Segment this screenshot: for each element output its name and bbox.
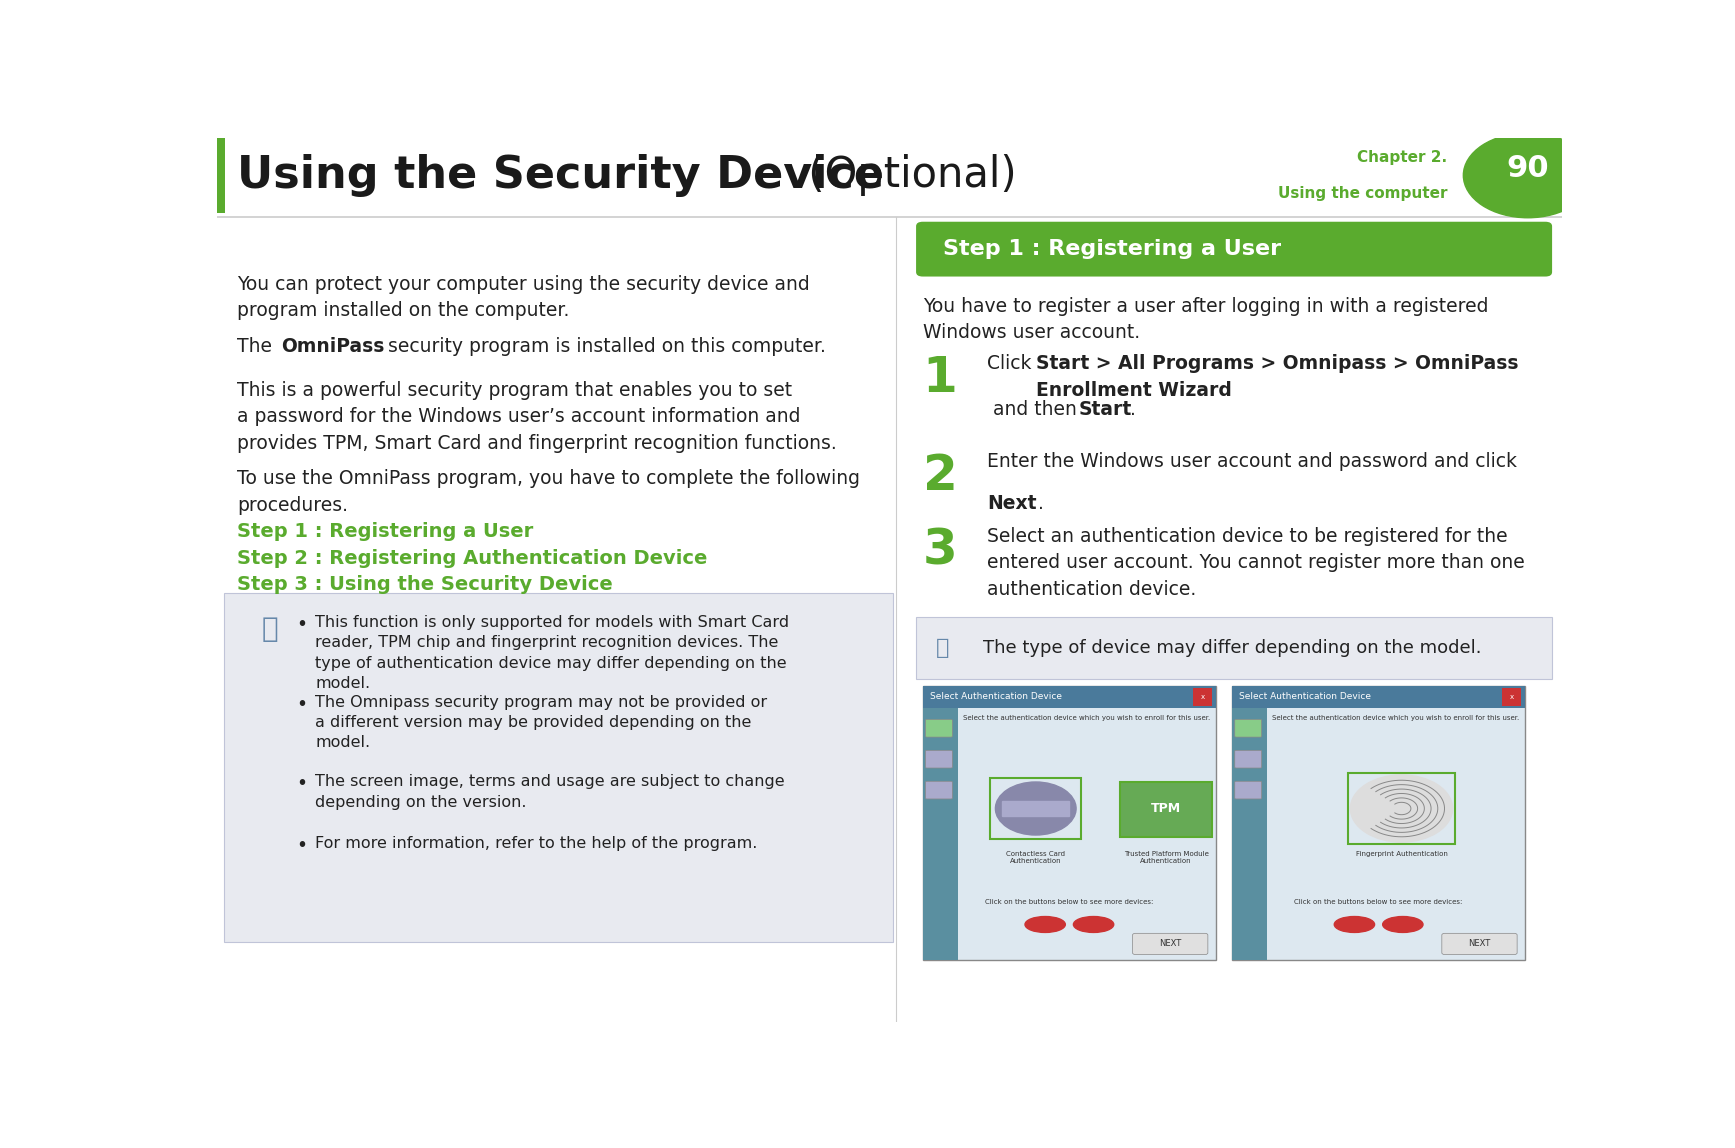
Text: You can protect your computer using the security device and
program installed on: You can protect your computer using the … xyxy=(238,274,810,320)
Text: You have to register a user after logging in with a registered
Windows user acco: You have to register a user after loggin… xyxy=(923,297,1489,342)
Text: Select Authentication Device: Select Authentication Device xyxy=(930,692,1062,701)
Bar xyxy=(1232,708,1267,960)
Text: Click on the buttons below to see more devices:: Click on the buttons below to see more d… xyxy=(985,899,1154,906)
Text: Select Authentication Device: Select Authentication Device xyxy=(1239,692,1371,701)
Text: Click on the buttons below to see more devices:: Click on the buttons below to see more d… xyxy=(1294,899,1463,906)
Text: 📝: 📝 xyxy=(937,638,949,658)
Text: The screen image, terms and usage are subject to change
depending on the version: The screen image, terms and usage are su… xyxy=(316,774,784,809)
FancyBboxPatch shape xyxy=(217,138,226,212)
Text: •: • xyxy=(297,695,307,714)
Text: For more information, refer to the help of the program.: For more information, refer to the help … xyxy=(316,836,758,851)
FancyBboxPatch shape xyxy=(1232,685,1525,960)
FancyBboxPatch shape xyxy=(916,616,1553,678)
FancyBboxPatch shape xyxy=(1442,933,1516,954)
Text: Select the authentication device which you wish to enroll for this user.: Select the authentication device which y… xyxy=(963,715,1211,721)
Text: and then: and then xyxy=(987,401,1083,419)
Text: Fingerprint Authentication: Fingerprint Authentication xyxy=(1355,851,1447,856)
Text: 2: 2 xyxy=(923,451,958,499)
FancyBboxPatch shape xyxy=(1235,782,1261,799)
Text: Step 1 : Registering a User: Step 1 : Registering a User xyxy=(238,522,533,542)
Text: 90: 90 xyxy=(1506,154,1549,183)
Text: TPM: TPM xyxy=(1150,802,1182,815)
Circle shape xyxy=(996,782,1076,835)
Text: •: • xyxy=(297,836,307,855)
Text: The Omnipass security program may not be provided or
a different version may be : The Omnipass security program may not be… xyxy=(316,695,767,751)
Text: Contactless Card
Authentication: Contactless Card Authentication xyxy=(1006,851,1065,864)
Ellipse shape xyxy=(1025,916,1065,932)
Ellipse shape xyxy=(1334,916,1374,932)
FancyBboxPatch shape xyxy=(925,751,953,768)
Bar xyxy=(923,708,958,960)
Text: •: • xyxy=(297,615,307,634)
Text: Step 1 : Registering a User: Step 1 : Registering a User xyxy=(944,239,1280,259)
Text: x: x xyxy=(1201,693,1204,700)
Text: Next: Next xyxy=(987,494,1038,513)
Circle shape xyxy=(1463,133,1593,218)
Text: .: . xyxy=(1129,401,1136,419)
FancyBboxPatch shape xyxy=(923,685,1216,708)
Ellipse shape xyxy=(1074,916,1114,932)
Text: This is a powerful security program that enables you to set
a password for the W: This is a powerful security program that… xyxy=(238,381,836,452)
Text: This function is only supported for models with Smart Card
reader, TPM chip and : This function is only supported for mode… xyxy=(316,615,789,691)
FancyBboxPatch shape xyxy=(1133,933,1208,954)
Text: security program is installed on this computer.: security program is installed on this co… xyxy=(382,336,826,356)
Text: 3: 3 xyxy=(923,527,958,575)
Text: The type of device may differ depending on the model.: The type of device may differ depending … xyxy=(984,638,1482,657)
Text: Trusted Platform Module
Authentication: Trusted Platform Module Authentication xyxy=(1124,851,1209,864)
Bar xyxy=(1503,688,1522,706)
Text: NEXT: NEXT xyxy=(1468,939,1490,948)
Text: Start: Start xyxy=(1079,401,1131,419)
Text: Step 3 : Using the Security Device: Step 3 : Using the Security Device xyxy=(238,575,612,595)
Text: •: • xyxy=(297,774,307,793)
FancyBboxPatch shape xyxy=(1232,685,1525,708)
Ellipse shape xyxy=(1383,916,1423,932)
FancyBboxPatch shape xyxy=(925,782,953,799)
FancyBboxPatch shape xyxy=(1235,751,1261,768)
FancyBboxPatch shape xyxy=(925,720,953,737)
Text: 📝: 📝 xyxy=(262,615,278,643)
Circle shape xyxy=(1350,775,1452,843)
Text: Select an authentication device to be registered for the
entered user account. Y: Select an authentication device to be re… xyxy=(987,527,1525,599)
Text: The: The xyxy=(238,336,278,356)
Text: Start > All Programs > Omnipass > OmniPass
Enrollment Wizard: Start > All Programs > Omnipass > OmniPa… xyxy=(1036,355,1518,400)
FancyBboxPatch shape xyxy=(923,685,1216,960)
FancyBboxPatch shape xyxy=(224,594,894,943)
Text: Chapter 2.: Chapter 2. xyxy=(1357,150,1447,165)
FancyBboxPatch shape xyxy=(916,222,1553,277)
Text: Select the authentication device which you wish to enroll for this user.: Select the authentication device which y… xyxy=(1272,715,1520,721)
Bar xyxy=(1003,801,1069,815)
Text: x: x xyxy=(1509,693,1515,700)
Text: Click: Click xyxy=(987,355,1038,373)
FancyBboxPatch shape xyxy=(1121,782,1211,837)
Text: (Optional): (Optional) xyxy=(795,154,1017,196)
Text: Step 2 : Registering Authentication Device: Step 2 : Registering Authentication Devi… xyxy=(238,549,708,568)
Text: Using the Security Device: Using the Security Device xyxy=(238,154,885,196)
Text: OmniPass: OmniPass xyxy=(281,336,385,356)
Text: NEXT: NEXT xyxy=(1159,939,1182,948)
Text: To use the OmniPass program, you have to complete the following
procedures.: To use the OmniPass program, you have to… xyxy=(238,470,861,514)
Text: Enter the Windows user account and password and click: Enter the Windows user account and passw… xyxy=(987,451,1518,471)
Text: Using the computer: Using the computer xyxy=(1277,186,1447,201)
Text: .: . xyxy=(1039,494,1044,513)
FancyBboxPatch shape xyxy=(1235,720,1261,737)
Bar xyxy=(1194,688,1211,706)
Text: 1: 1 xyxy=(923,355,958,402)
